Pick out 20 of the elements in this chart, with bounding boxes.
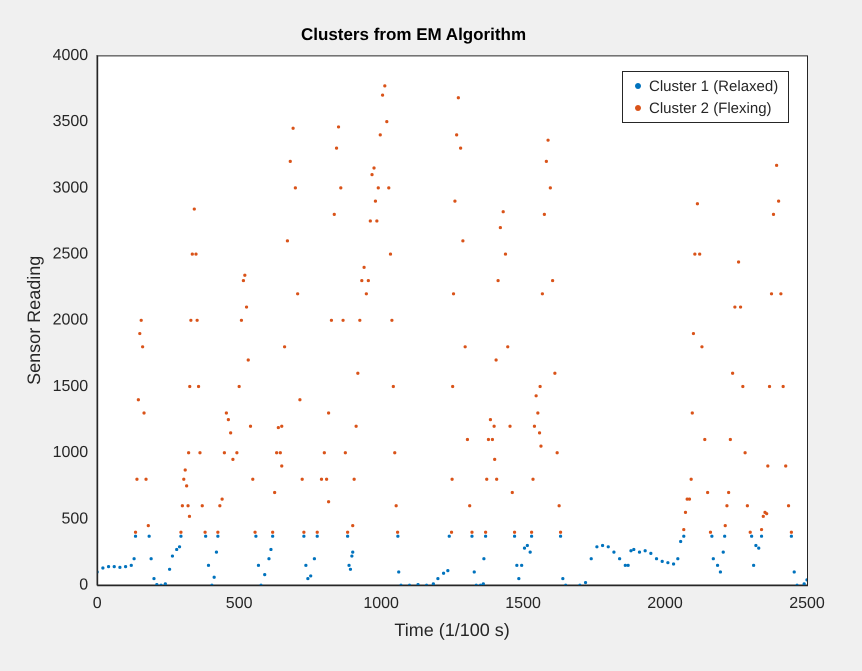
chart-title: Clusters from EM Algorithm [300,24,526,44]
legend-label: Cluster 2 (Flexing) [649,100,772,117]
y-tick-label: 0 [79,576,88,594]
x-tick-label: 500 [226,595,253,612]
y-tick-label: 2500 [52,245,88,262]
y-tick-label: 1000 [52,444,88,462]
y-axis-title: Sensor Reading [24,256,44,385]
x-tick-label: 2500 [789,595,825,612]
x-tick-label: 0 [92,595,102,612]
y-tick-label: 4000 [52,46,88,64]
y-tick-label: 3500 [52,113,88,130]
y-tick-label: 3000 [52,179,88,196]
x-tick-label: 1000 [363,595,400,612]
x-axis-title: Time (1/100 s) [394,620,510,640]
x-tick-label: 1500 [505,595,541,612]
y-tick-label: 1500 [52,378,88,395]
x-tick-label: 2000 [647,595,683,612]
y-tick-label: 500 [61,510,88,528]
legend-label: Cluster 1 (Relaxed) [649,78,778,95]
y-tick-label: 2000 [52,312,88,329]
